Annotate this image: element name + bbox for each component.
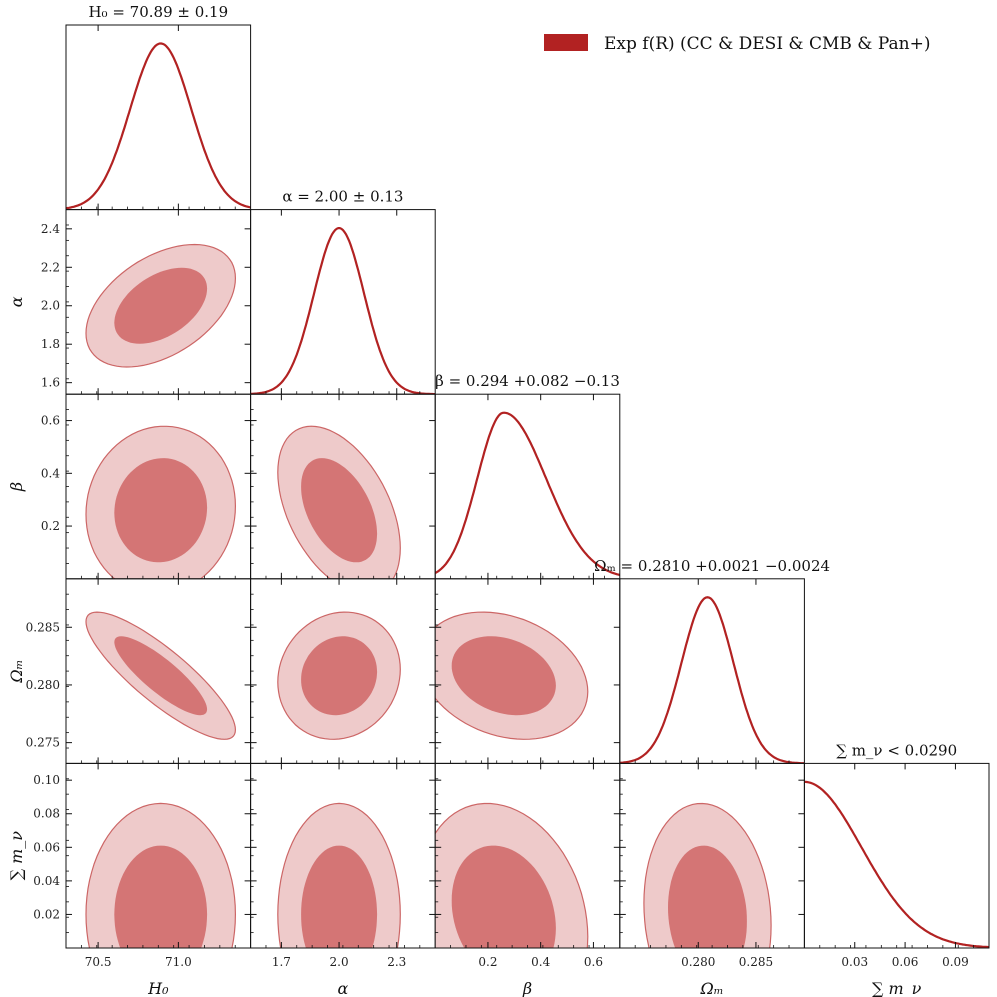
x-axis-label-mnu: ∑ m_ν [872, 979, 922, 997]
y-tick-label: 0.08 [33, 807, 60, 821]
x-tick-label: 0.2 [478, 955, 497, 969]
panel-H0-Om: 0.275 0.280 0.285 [26, 578, 252, 764]
contour-68-H0-Om [114, 636, 208, 716]
panel-alpha-beta [250, 393, 436, 580]
y-tick-label: 0.04 [33, 874, 60, 888]
x-tick-label: 0.280 [681, 955, 715, 969]
contour-68-H0-alpha [114, 267, 208, 344]
y-tick-label: 0.275 [26, 736, 60, 750]
panel-frame [65, 24, 252, 211]
x-tick-label: 0.09 [942, 955, 969, 969]
panel-H0: H₀ = 70.89 ± 0.19 [65, 3, 252, 211]
y-tick-label: 2.4 [41, 222, 60, 236]
panel-H0-mnu: 70.5 71.0 0.02 0.04 0.06 0.08 0.10 [33, 762, 252, 969]
marginal-title-Om: Ωₘ = 0.2810 +0.0021 −0.0024 [594, 557, 830, 575]
marginal-curve-alpha [250, 227, 436, 395]
panel-Om-mnu: 0.280 0.285 [619, 762, 805, 969]
legend-swatch [544, 34, 588, 51]
marginal-curve-mnu [804, 780, 990, 949]
contour-68-beta-mnu [451, 845, 556, 949]
contour-68-alpha-beta [301, 458, 378, 563]
y-tick-label: 1.8 [41, 337, 60, 351]
x-tick-label: 0.06 [892, 955, 919, 969]
contour-68-alpha-Om [301, 636, 378, 716]
panel-beta-mnu: 0.2 0.4 0.6 [434, 762, 621, 969]
x-tick-label: 0.4 [531, 955, 550, 969]
panel-frame [250, 209, 436, 395]
y-tick-label: 0.02 [33, 907, 60, 921]
y-tick-label: 1.6 [41, 376, 60, 390]
x-axis-label-Om: Ωₘ [700, 979, 724, 997]
marginal-title-alpha: α = 2.00 ± 0.13 [282, 188, 403, 206]
y-tick-label: 2.0 [41, 299, 60, 313]
panel-beta-Om [434, 578, 621, 764]
contour-68-H0-beta [114, 458, 208, 563]
y-tick-label: 0.06 [33, 840, 60, 854]
x-axis-label-alpha: α [337, 979, 348, 997]
panel-H0-beta: 0.2 0.4 0.6 [41, 393, 252, 580]
x-tick-label: 2.3 [387, 955, 406, 969]
marginal-curve-Om [619, 596, 805, 764]
panel-mnu: ∑ m_ν < 0.0290 0.03 0.06 0.09 [803, 741, 990, 969]
panel-beta: β = 0.294 +0.082 −0.13 [434, 372, 621, 580]
y-axis-label-mnu: ∑ m_ν [7, 831, 26, 881]
x-tick-label: 1.7 [272, 955, 291, 969]
panel-frame [434, 393, 621, 580]
panel-alpha-Om [250, 578, 436, 764]
panel-alpha: α = 2.00 ± 0.13 [250, 188, 436, 395]
contour-68-Om-mnu [668, 845, 747, 949]
x-axis-label-H0: H₀ [147, 979, 169, 997]
y-tick-label: 0.280 [26, 678, 60, 692]
x-tick-label: 70.5 [85, 955, 112, 969]
y-tick-label: 0.10 [33, 773, 60, 787]
y-axis-label-alpha: α [7, 296, 26, 307]
x-tick-label: 71.0 [165, 955, 192, 969]
panel-alpha-mnu: 1.7 2.0 2.3 [250, 762, 436, 969]
legend: Exp f(R) (CC & DESI & CMB & Pan+) [544, 34, 930, 54]
x-tick-label: 0.6 [584, 955, 603, 969]
x-tick-label: 0.285 [739, 955, 773, 969]
panel-Om: Ωₘ = 0.2810 +0.0021 −0.0024 [594, 557, 830, 764]
x-axis-label-beta: β [522, 979, 532, 997]
marginal-curve-H0 [66, 42, 251, 210]
panel-frame [803, 762, 990, 949]
x-tick-label: 0.03 [841, 955, 868, 969]
marginal-title-H0: H₀ = 70.89 ± 0.19 [88, 3, 228, 21]
y-axis-label-beta: β [7, 482, 26, 492]
legend-label: Exp f(R) (CC & DESI & CMB & Pan+) [604, 34, 930, 54]
panel-H0-alpha: 1.6 1.8 2.0 2.2 2.4 [41, 209, 252, 395]
y-tick-label: 2.2 [41, 260, 60, 274]
contour-68-beta-Om [451, 636, 556, 716]
x-tick-label: 2.0 [330, 955, 349, 969]
contour-68-alpha-mnu [301, 845, 378, 949]
panel-frame [619, 578, 805, 764]
y-tick-label: 0.4 [41, 466, 60, 480]
marginal-curve-beta [435, 411, 620, 577]
y-tick-label: 0.285 [26, 620, 60, 634]
y-tick-label: 0.6 [41, 414, 60, 428]
y-tick-label: 0.2 [41, 519, 60, 533]
marginal-title-mnu: ∑ m_ν < 0.0290 [836, 741, 957, 759]
contour-68-H0-mnu [114, 845, 208, 949]
marginal-title-beta: β = 0.294 +0.082 −0.13 [435, 372, 620, 390]
y-axis-label-Om: Ωₘ [7, 660, 26, 684]
